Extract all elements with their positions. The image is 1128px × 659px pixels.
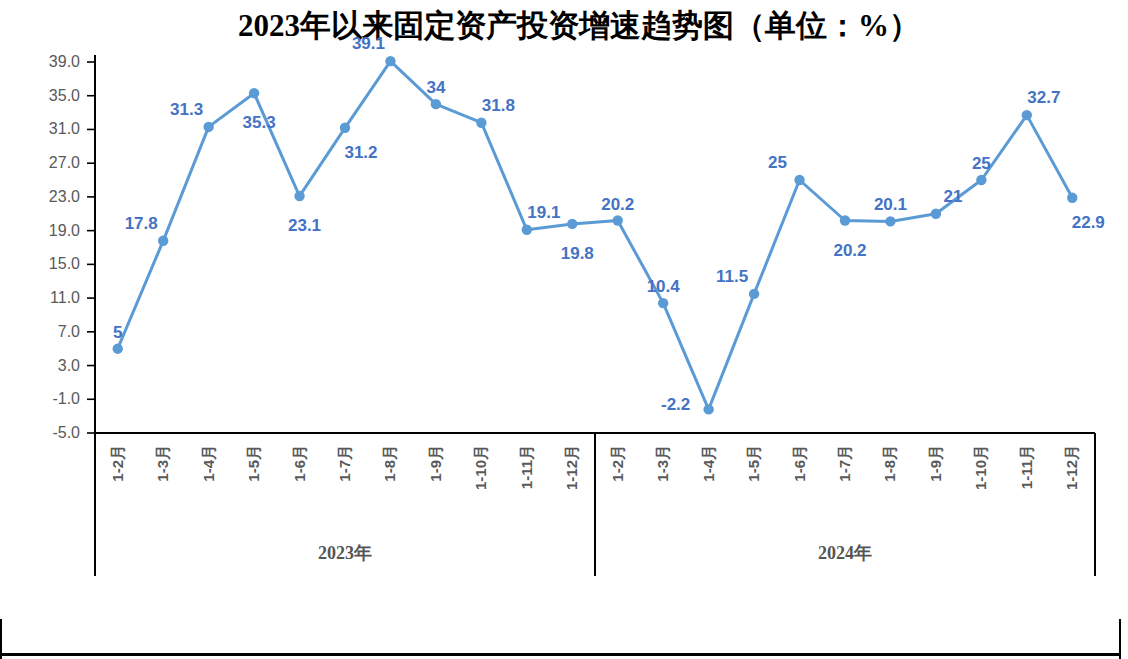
data-point-label: 17.8 bbox=[109, 214, 173, 234]
x-axis-category-label: 1-10月 bbox=[972, 445, 990, 490]
data-point-label: 21 bbox=[921, 187, 985, 207]
data-point-marker bbox=[294, 191, 304, 201]
data-point-label: 31.8 bbox=[466, 96, 530, 116]
y-axis-tick-label: 31.0 bbox=[22, 119, 80, 139]
x-axis-category-label: 1-8月 bbox=[381, 445, 399, 482]
x-axis-category-label: 1-5月 bbox=[745, 445, 763, 482]
y-axis-tick-label: -5.0 bbox=[22, 423, 80, 443]
data-point-marker bbox=[1022, 110, 1032, 120]
year-group-label: 2024年 bbox=[595, 542, 1095, 564]
x-axis-category-label: 1-11月 bbox=[1018, 445, 1036, 489]
data-point-marker bbox=[931, 209, 941, 219]
page-border-bottom bbox=[0, 653, 1121, 656]
x-axis-category-label: 1-8月 bbox=[881, 445, 899, 482]
y-axis-tick-label: 27.0 bbox=[22, 153, 80, 173]
x-axis-category-label: 1-12月 bbox=[563, 445, 581, 490]
x-axis-category-label: 1-6月 bbox=[291, 445, 309, 482]
data-point-label: 20.2 bbox=[586, 195, 650, 215]
y-axis-tick-label: 19.0 bbox=[22, 221, 80, 241]
page-border-left-stub bbox=[0, 619, 2, 659]
data-point-marker bbox=[340, 123, 350, 133]
page-border-right-stub bbox=[1119, 619, 1121, 659]
y-axis-tick-label: 7.0 bbox=[22, 322, 80, 342]
data-point-label: 31.3 bbox=[155, 100, 219, 120]
data-point-marker bbox=[885, 216, 895, 226]
x-axis-category-label: 1-9月 bbox=[427, 445, 445, 482]
y-axis-tick-label: 3.0 bbox=[22, 356, 80, 376]
data-point-label: 11.5 bbox=[700, 267, 764, 287]
data-point-label: 22.9 bbox=[1056, 213, 1120, 233]
x-axis-category-label: 1-10月 bbox=[472, 445, 490, 490]
data-point-label: 25 bbox=[949, 154, 1013, 174]
data-point-marker bbox=[249, 88, 259, 98]
y-axis-tick-label: 35.0 bbox=[22, 86, 80, 106]
data-point-label: 5 bbox=[86, 323, 150, 343]
data-point-marker bbox=[431, 99, 441, 109]
data-point-label: 23.1 bbox=[273, 216, 337, 236]
data-point-marker bbox=[658, 298, 668, 308]
x-axis-category-label: 1-9月 bbox=[927, 445, 945, 482]
data-point-label: 19.8 bbox=[545, 244, 609, 264]
x-axis-category-label: 1-2月 bbox=[609, 445, 627, 482]
chart-canvas: 2023年以来固定资产投资增速趋势图（单位：%） 39.035.031.027.… bbox=[0, 0, 1128, 659]
x-axis-category-label: 1-6月 bbox=[791, 445, 809, 482]
data-point-label: 20.1 bbox=[858, 195, 922, 215]
x-axis-category-label: 1-3月 bbox=[654, 445, 672, 482]
x-axis-category-label: 1-7月 bbox=[836, 445, 854, 482]
data-point-marker bbox=[613, 215, 623, 225]
data-point-marker bbox=[385, 56, 395, 66]
x-axis-category-label: 1-11月 bbox=[518, 445, 536, 489]
data-point-label: 10.4 bbox=[631, 277, 695, 297]
data-point-label: 20.2 bbox=[818, 241, 882, 261]
data-point-marker bbox=[203, 122, 213, 132]
x-axis-category-label: 1-4月 bbox=[700, 445, 718, 482]
data-point-marker bbox=[476, 118, 486, 128]
data-point-label: 39.1 bbox=[336, 34, 400, 54]
data-point-marker bbox=[1067, 193, 1077, 203]
data-point-label: 34 bbox=[404, 78, 468, 98]
y-axis-tick-label: 39.0 bbox=[22, 52, 80, 72]
data-point-marker bbox=[522, 225, 532, 235]
x-axis-category-label: 1-12月 bbox=[1063, 445, 1081, 490]
y-axis-tick-label: 15.0 bbox=[22, 254, 80, 274]
data-point-marker bbox=[113, 343, 123, 353]
data-point-label: -2.2 bbox=[644, 395, 708, 415]
data-point-marker bbox=[158, 236, 168, 246]
y-axis-tick-label: -1.0 bbox=[22, 389, 80, 409]
data-point-label: 25 bbox=[746, 153, 810, 173]
data-point-label: 35.3 bbox=[227, 113, 291, 133]
data-point-marker bbox=[794, 175, 804, 185]
x-axis-category-label: 1-5月 bbox=[245, 445, 263, 482]
data-point-marker bbox=[840, 215, 850, 225]
x-axis-category-label: 1-4月 bbox=[200, 445, 218, 482]
data-point-label: 19.1 bbox=[512, 203, 576, 223]
data-point-label: 32.7 bbox=[1012, 88, 1076, 108]
y-axis-tick-label: 23.0 bbox=[22, 187, 80, 207]
data-point-marker bbox=[976, 175, 986, 185]
year-group-label: 2023年 bbox=[95, 542, 595, 564]
data-point-label: 31.2 bbox=[329, 143, 393, 163]
x-axis-category-label: 1-3月 bbox=[154, 445, 172, 482]
x-axis-category-label: 1-2月 bbox=[109, 445, 127, 482]
x-axis-category-label: 1-7月 bbox=[336, 445, 354, 482]
data-point-marker bbox=[749, 289, 759, 299]
y-axis-tick-label: 11.0 bbox=[22, 288, 80, 308]
